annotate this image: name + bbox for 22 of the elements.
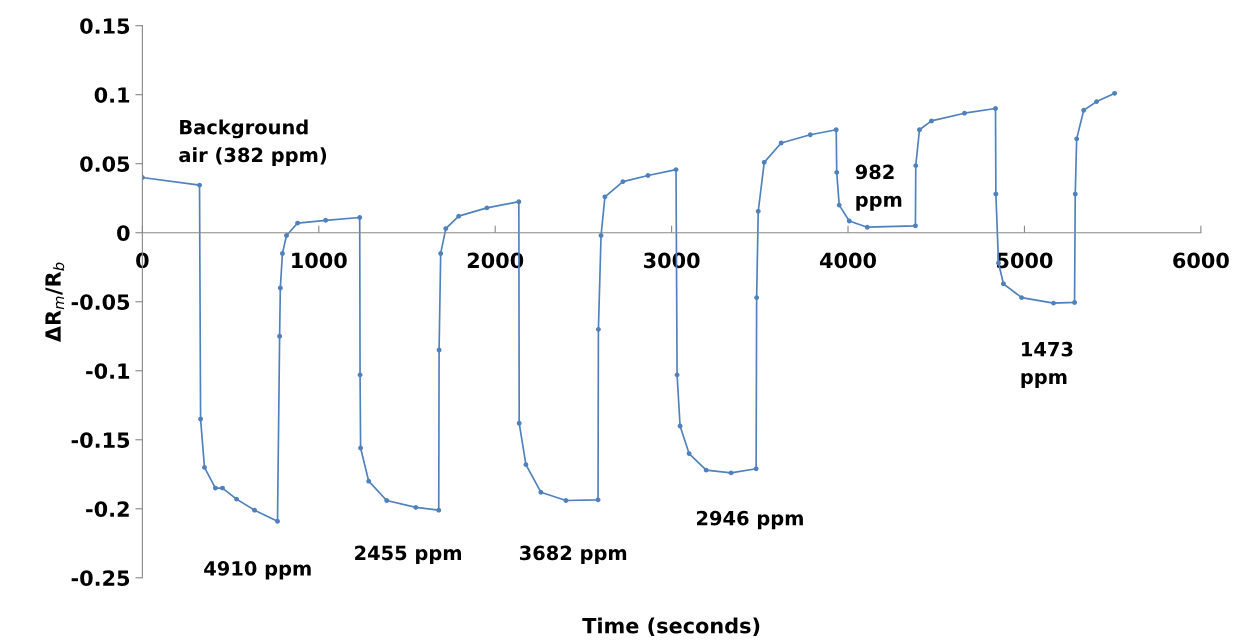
- annotation: 1473 ppm: [1021, 341, 1073, 388]
- y-tick-label: 0.05: [80, 156, 130, 172]
- y-axis-title: ΔR$_{m}$/R$_{b}$: [45, 262, 65, 343]
- y-tick-label: -0.05: [71, 294, 130, 310]
- y-tick-label: 0: [117, 225, 130, 241]
- x-tick-label: 4000: [819, 252, 877, 269]
- y-tick-label: 0.15: [80, 18, 130, 34]
- annotation: 4910 ppm: [204, 561, 311, 580]
- x-axis-title: Time (seconds): [582, 617, 760, 636]
- y-tick-label: -0.15: [71, 432, 130, 448]
- x-tick-label: 0: [136, 252, 149, 269]
- annotation: 3682 ppm: [519, 545, 627, 565]
- y-tick-label: -0.25: [71, 570, 130, 587]
- annotation: Background air (382 ppm): [179, 119, 327, 167]
- x-tick-label: 6000: [1173, 252, 1229, 269]
- y-tick-label: 0.1: [94, 87, 130, 103]
- annotation: 982 ppm: [855, 164, 902, 211]
- x-tick-label: 1000: [292, 252, 347, 269]
- annotation: 2455 ppm: [355, 545, 462, 565]
- annotation: 2946 ppm: [696, 510, 803, 530]
- y-tick-label: -0.2: [86, 501, 129, 517]
- y-tick-label: -0.1: [86, 363, 130, 379]
